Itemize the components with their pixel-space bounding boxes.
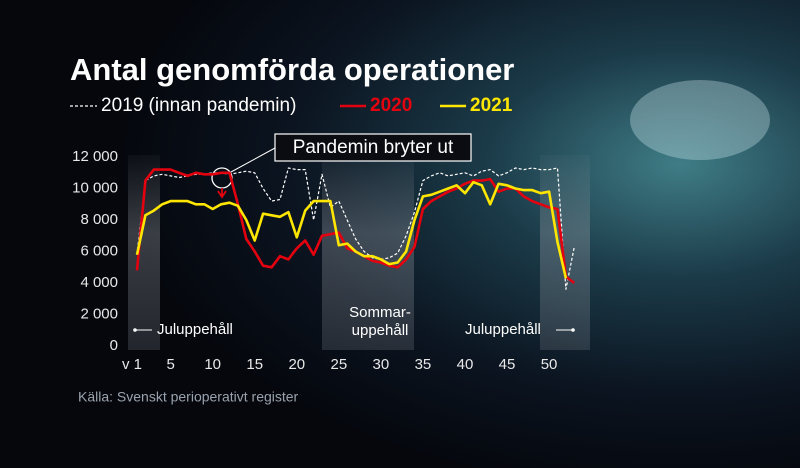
x-tick-label: 20 [288,356,305,373]
x-tick-label: 40 [457,356,474,373]
x-tick-label: 25 [330,356,347,373]
x-tick-label: 45 [499,356,516,373]
x-tick-label: v 1 [122,356,142,373]
x-tick-label: 30 [373,356,390,373]
series-line [135,180,568,279]
annotation: Pandemin bryter ut [293,137,454,158]
source: Källa: Svenskt perioperativt register [78,389,299,405]
y-tick-label: 0 [110,337,118,354]
annotation: Juluppehåll [465,321,541,338]
x-tick-label: 35 [415,356,432,373]
legend: 2019 (innan pandemin) 2020 2021 [70,95,513,116]
y-tick-label: 10 000 [72,179,118,196]
y-tick-label: 8 000 [80,211,118,228]
annotation-arrow [571,328,575,332]
legend-label: 2019 (innan pandemin) [101,95,296,116]
annotation-box [274,133,472,162]
annotation-leader [230,147,276,173]
annotation-arrow [217,188,227,199]
y-tick-label: 12 000 [72,148,118,165]
chart-title: Antal genomförda operationer [70,52,514,87]
legend-label: 2020 [370,95,412,116]
x-tick-label: 5 [166,356,174,373]
annotation: Sommar- [349,304,411,321]
y-tick-label: 2 000 [80,305,118,322]
y-tick-label: 6 000 [80,242,118,259]
x-tick-label: 50 [541,356,558,373]
y-tick-label: 4 000 [80,274,118,291]
annotation: uppehåll [352,322,409,339]
x-tick-label: 15 [246,356,263,373]
annotation-arrow [133,328,137,332]
holiday-band [322,155,414,350]
annotation: Juluppehåll [157,321,233,338]
lamp-glow [630,80,770,160]
legend-label: 2021 [470,95,513,116]
holiday-band [540,155,590,350]
x-tick-label: 10 [204,356,221,373]
